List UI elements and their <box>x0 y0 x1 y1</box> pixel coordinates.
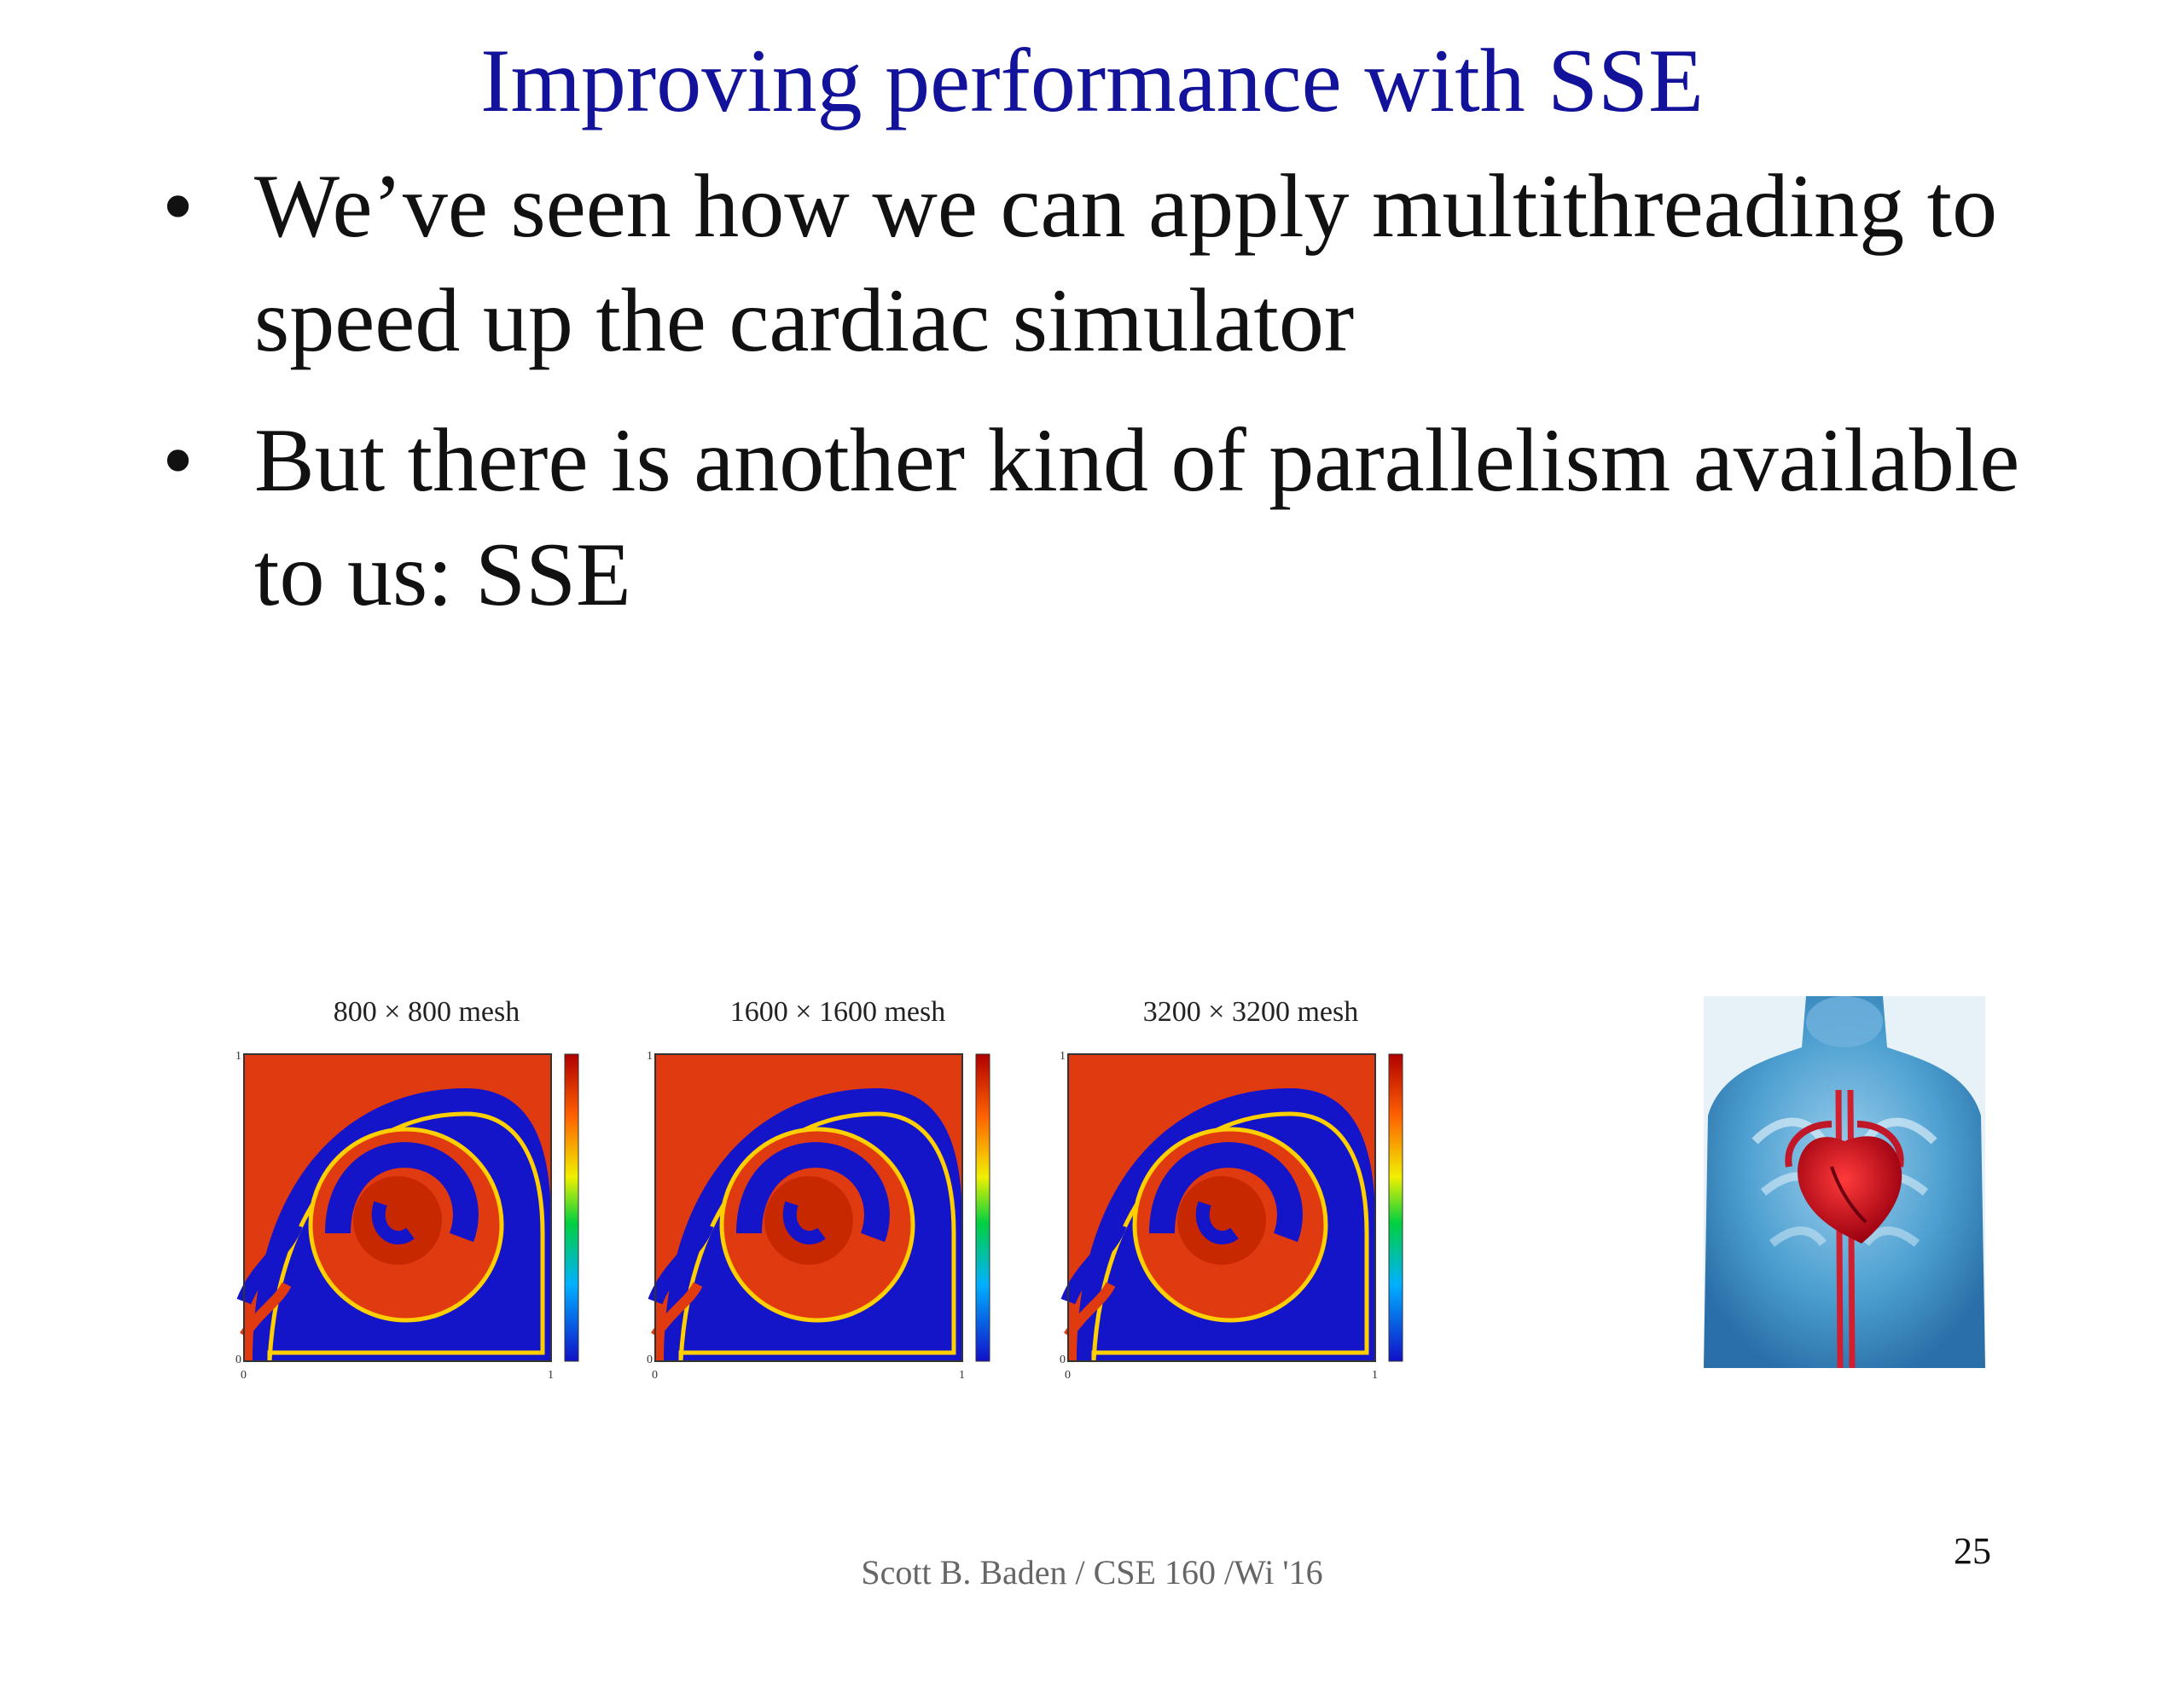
mesh-figure-3200: 3200 × 3200 mesh 0 1 0 1 <box>1054 996 1447 1382</box>
y-tick-label: 1 <box>235 1050 241 1063</box>
bullet-text: We’ve seen how we can apply multithreadi… <box>254 156 1998 370</box>
spiral-wave-plot: 0 1 0 1 <box>642 1046 990 1382</box>
spiral-wave-plot: 0 1 0 1 <box>230 1046 579 1382</box>
slide-title: Improving performance with SSE <box>480 31 1704 130</box>
bullet-marker: • <box>162 156 195 256</box>
mesh-figure-1600: 1600 × 1600 mesh 0 1 0 1 <box>642 996 1034 1382</box>
y-tick-label: 1 <box>1060 1050 1066 1063</box>
mesh-figure-800: 800 × 800 mesh 0 1 0 1 <box>230 996 623 1382</box>
y-tick-label: 1 <box>647 1050 653 1063</box>
x-tick-label: 0 <box>652 1369 658 1382</box>
y-tick-label: 0 <box>1060 1354 1066 1366</box>
y-tick-label: 0 <box>235 1354 241 1366</box>
x-tick-label: 0 <box>1065 1369 1071 1382</box>
x-tick-label: 0 <box>241 1369 247 1382</box>
colorbar <box>975 1053 990 1362</box>
spiral-wave-plot: 0 1 0 1 <box>1054 1046 1403 1382</box>
x-tick-label: 1 <box>1372 1369 1378 1382</box>
y-tick-label: 0 <box>647 1354 653 1366</box>
bullet-marker: • <box>162 410 195 510</box>
bullet-item: • We’ve seen how we can apply multithrea… <box>162 149 2073 378</box>
x-tick-label: 1 <box>548 1369 554 1382</box>
figure-caption: 1600 × 1600 mesh <box>729 996 946 1028</box>
page-number: 25 <box>1954 1530 1991 1572</box>
x-tick-label: 1 <box>959 1369 965 1382</box>
bullet-item: • But there is another kind of paralleli… <box>162 403 2073 632</box>
figure-caption: 800 × 800 mesh <box>333 996 520 1028</box>
bullet-text: But there is another kind of parallelism… <box>254 410 2020 624</box>
colorbar <box>1388 1053 1403 1362</box>
colorbar <box>564 1053 579 1362</box>
slide-footer: Scott B. Baden / CSE 160 /Wi '16 <box>861 1553 1323 1591</box>
figure-caption: 3200 × 3200 mesh <box>1142 996 1359 1028</box>
bullet-list: • We’ve seen how we can apply multithrea… <box>162 149 2073 658</box>
heart-torso-image <box>1704 996 1985 1368</box>
